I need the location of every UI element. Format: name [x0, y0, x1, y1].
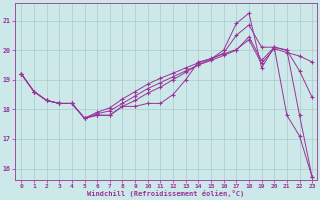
X-axis label: Windchill (Refroidissement éolien,°C): Windchill (Refroidissement éolien,°C): [87, 190, 245, 197]
